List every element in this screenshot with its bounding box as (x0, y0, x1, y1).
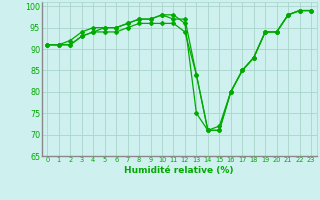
X-axis label: Humidité relative (%): Humidité relative (%) (124, 166, 234, 175)
